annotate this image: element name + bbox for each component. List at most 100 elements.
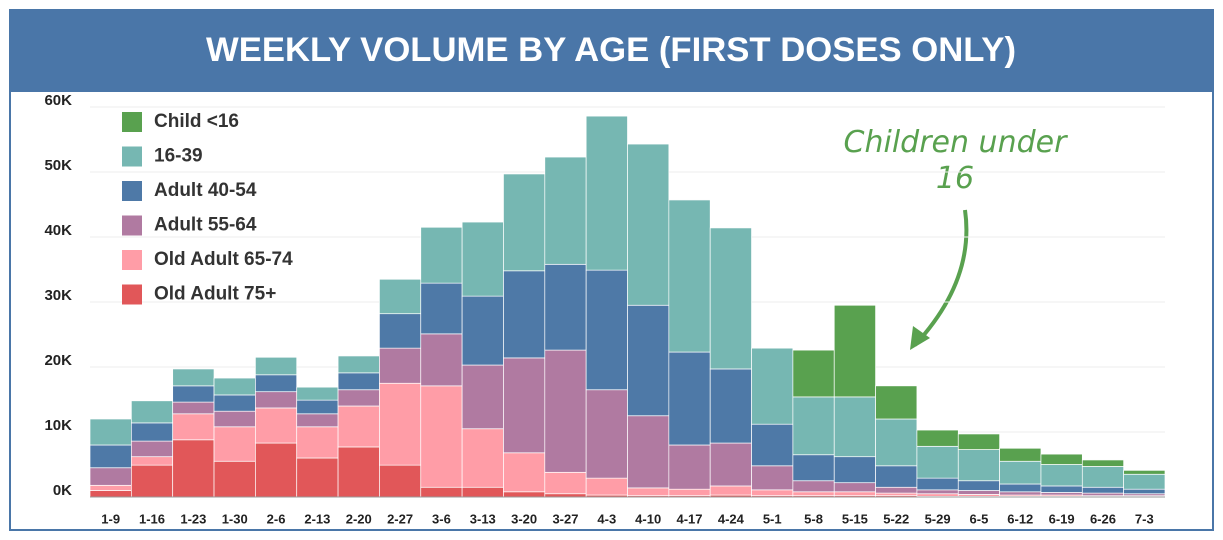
- bar-segment: [999, 483, 1042, 493]
- annotation-arrow: [913, 209, 969, 347]
- bar-segment: [875, 492, 918, 497]
- x-tick-label: 1-9: [101, 511, 120, 526]
- bar-segment: [89, 467, 132, 486]
- x-tick-label: 2-13: [304, 511, 330, 526]
- bar-segment: [1081, 492, 1125, 497]
- bar-segment: [89, 490, 132, 498]
- bar-segment: [792, 349, 835, 398]
- x-tick-label: 4-24: [718, 511, 745, 526]
- plot: [89, 106, 1166, 498]
- y-tick-label: 20K: [44, 352, 72, 369]
- bar-segment: [916, 445, 959, 479]
- chart-title: WEEKLY VOLUME BY AGE (FIRST DOSES ONLY): [206, 31, 1016, 69]
- bar-segment: [875, 418, 918, 467]
- x-tick-label: 5-29: [925, 511, 951, 526]
- bar-segment: [130, 422, 174, 442]
- bar-segment: [627, 143, 670, 306]
- x-tick-label: 5-22: [883, 511, 909, 526]
- bar-segment: [916, 489, 959, 495]
- bar-segment: [875, 465, 918, 488]
- bar-segment: [833, 304, 876, 398]
- y-tick-label: 60K: [44, 92, 72, 109]
- bar-segment: [337, 372, 380, 391]
- bar-segment: [296, 413, 339, 428]
- bar-segment: [1123, 470, 1166, 475]
- bar-segment: [957, 490, 1000, 495]
- legend-label: Old Adult 75+: [154, 284, 276, 305]
- bar-segment: [296, 457, 339, 498]
- bar-segment: [337, 389, 380, 407]
- bar-segment: [379, 464, 422, 498]
- bar-segment: [833, 456, 876, 484]
- bar-segment: [668, 351, 711, 446]
- bar-segment: [1081, 466, 1125, 488]
- bar-segment: [213, 426, 256, 462]
- bar-segment: [420, 282, 463, 335]
- bar-segment: [337, 446, 380, 498]
- y-tick-label: 50K: [44, 157, 72, 174]
- bar-segment: [585, 115, 628, 271]
- bar-segment: [585, 477, 628, 496]
- bar-segment: [833, 396, 876, 458]
- bar-segment: [627, 487, 670, 497]
- bar-segment: [544, 349, 587, 473]
- bar-segment: [89, 444, 132, 469]
- x-tick-label: 6-5: [970, 511, 989, 526]
- x-tick-label: 2-20: [346, 511, 372, 526]
- bar-segment: [213, 377, 256, 396]
- bar-segment: [585, 389, 628, 479]
- bar-segment: [792, 480, 835, 493]
- bar-segment: [255, 356, 298, 376]
- bar-segment: [337, 405, 380, 448]
- x-tick-label: 5-15: [842, 511, 868, 526]
- legend-swatch: [122, 215, 142, 236]
- bar-segment: [751, 347, 794, 425]
- bar-segment: [792, 454, 835, 482]
- bar-segment: [130, 464, 174, 498]
- y-tick-label: 40K: [44, 222, 72, 239]
- bar-segment: [1040, 464, 1083, 487]
- legend-label: Adult 55-64: [154, 215, 257, 236]
- y-tick-label: 30K: [44, 287, 72, 304]
- bar-segment: [89, 418, 132, 446]
- legend-swatch: [122, 112, 142, 132]
- bar-segment: [213, 410, 256, 428]
- x-tick-label: 6-26: [1090, 511, 1116, 526]
- x-tick-label: 1-23: [180, 511, 206, 526]
- bar-segment: [957, 480, 1000, 491]
- bar-segment: [461, 295, 504, 366]
- annotation: Children under 16: [843, 125, 1067, 196]
- bar-segment: [130, 456, 174, 466]
- bar-segment: [1040, 485, 1083, 493]
- bar-segment: [503, 173, 546, 272]
- bar-segment: [833, 491, 876, 497]
- bar-segment: [792, 491, 835, 497]
- bar-segment: [461, 364, 504, 430]
- bar-segment: [751, 489, 794, 497]
- bar-segment: [213, 460, 256, 498]
- legend-label: Old Adult 65-74: [154, 249, 293, 270]
- bar-segment: [420, 385, 463, 488]
- bar-segment: [1040, 453, 1083, 465]
- bar-segment: [255, 407, 298, 444]
- legend-label: Child <16: [154, 111, 239, 132]
- x-tick-label: 4-3: [597, 511, 616, 526]
- bar-segment: [461, 221, 504, 297]
- bar-segment: [420, 226, 463, 284]
- bar-segment: [420, 486, 463, 498]
- bar-segment: [792, 396, 835, 456]
- bar-segment: [1123, 473, 1166, 490]
- x-tick-label: 6-12: [1007, 511, 1033, 526]
- bar-segment: [296, 399, 339, 415]
- bar-segment: [255, 442, 298, 498]
- bar-segment: [503, 357, 546, 454]
- bar-segment: [668, 444, 711, 490]
- bar-segment: [875, 486, 918, 494]
- bar-segment: [999, 460, 1042, 485]
- bar-segment: [255, 374, 298, 393]
- bar-segment: [1081, 486, 1125, 494]
- x-tick-label: 3-20: [511, 511, 537, 526]
- legend-swatch: [122, 181, 142, 201]
- x-tick-label: 6-19: [1049, 511, 1075, 526]
